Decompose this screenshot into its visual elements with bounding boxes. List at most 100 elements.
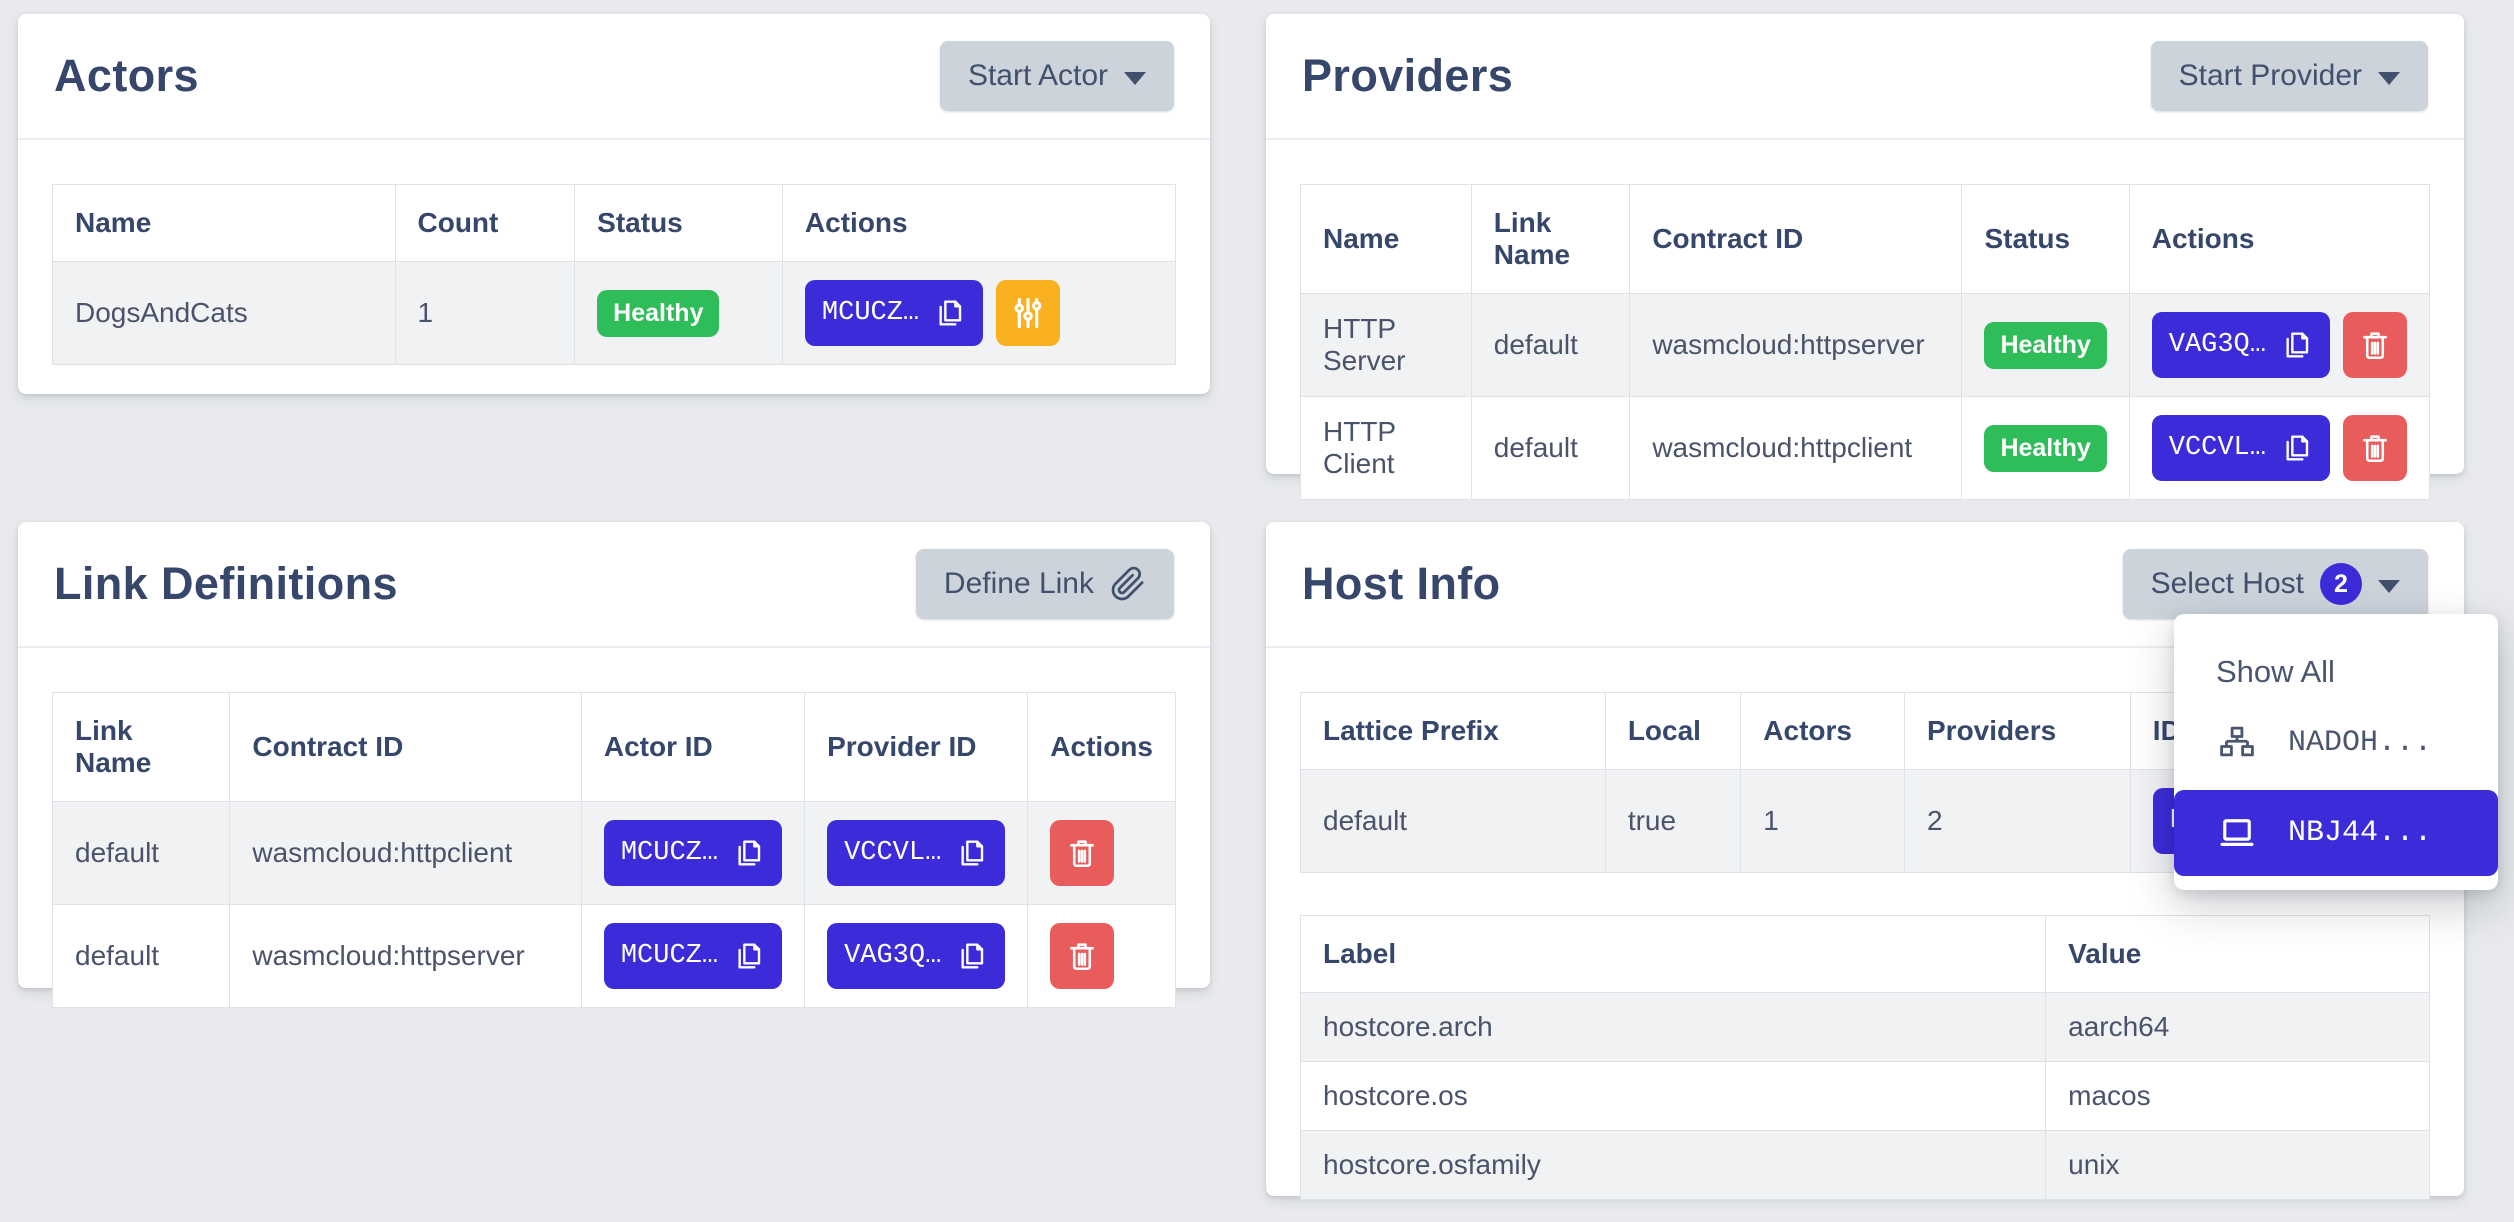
column-header: Link Name (53, 693, 230, 802)
actor-id-label: MCUCZ… (822, 298, 919, 328)
actors-table: Name Count Status Actions DogsAndCats 1 … (52, 184, 1176, 365)
actor-id-label: MCUCZ… (621, 941, 718, 971)
actors-title: Actors (54, 50, 199, 102)
actor-scale-button[interactable] (996, 280, 1060, 346)
provider-id-copy-button[interactable]: VAG3Q… (2152, 312, 2330, 378)
linkdef-linkname-cell: default (53, 905, 230, 1008)
table-row: hostcore.osfamily unix (1301, 1131, 2430, 1200)
providers-card-header: Providers Start Provider (1266, 14, 2464, 140)
provider-id-copy-button[interactable]: VAG3Q… (827, 923, 1005, 989)
column-header: Provider ID (805, 693, 1028, 802)
column-header: Name (1301, 185, 1472, 294)
start-actor-button[interactable]: Start Actor (940, 41, 1174, 111)
table-row: hostcore.os macos (1301, 1062, 2430, 1131)
provider-actions-cell: VAG3Q… (2129, 294, 2429, 397)
linkdef-delete-button[interactable] (1050, 923, 1114, 989)
chevron-down-icon (1124, 72, 1146, 85)
paperclip-icon (1110, 566, 1146, 602)
provider-actions-cell: VCCVL… (2129, 397, 2429, 500)
linkdef-delete-button[interactable] (1050, 820, 1114, 886)
link-definitions-card: Link Definitions Define Link Link Name C… (18, 522, 1210, 988)
start-provider-button[interactable]: Start Provider (2151, 41, 2428, 111)
provider-id-label: VAG3Q… (2169, 330, 2266, 360)
table-row: hostcore.arch aarch64 (1301, 993, 2430, 1062)
provider-id-copy-button[interactable]: VCCVL… (2152, 415, 2330, 481)
linkdef-actor-cell: MCUCZ… (581, 905, 804, 1008)
provider-id-label: VCCVL… (2169, 433, 2266, 463)
host-labels-table: Label Value hostcore.arch aarch64 hostco… (1300, 915, 2430, 1200)
provider-delete-button[interactable] (2343, 415, 2407, 481)
chevron-down-icon (2378, 580, 2400, 593)
host-local-cell: true (1605, 770, 1740, 873)
dropdown-item-host-nbj44[interactable]: NBJ44... (2174, 790, 2498, 876)
provider-status-cell: Healthy (1962, 397, 2129, 500)
value-cell: unix (2046, 1131, 2430, 1200)
provider-name-cell: HTTP Client (1301, 397, 1472, 500)
dropdown-item-show-all[interactable]: Show All (2174, 638, 2498, 706)
providers-card: Providers Start Provider Name Link Name … (1266, 14, 2464, 474)
linkdef-actor-cell: MCUCZ… (581, 802, 804, 905)
actor-id-copy-button[interactable]: MCUCZ… (604, 820, 782, 886)
define-link-button[interactable]: Define Link (916, 549, 1174, 619)
value-cell: aarch64 (2046, 993, 2430, 1062)
table-row: default wasmcloud:httpclient MCUCZ… (53, 802, 1176, 905)
linkdef-contract-cell: wasmcloud:httpclient (230, 802, 581, 905)
actor-id-copy-button[interactable]: MCUCZ… (604, 923, 782, 989)
actors-card-body: Name Count Status Actions DogsAndCats 1 … (18, 140, 1210, 399)
table-row: HTTP Client default wasmcloud:httpclient… (1301, 397, 2430, 500)
link-definitions-table: Link Name Contract ID Actor ID Provider … (52, 692, 1176, 1008)
column-header: Actions (2129, 185, 2429, 294)
actor-status-cell: Healthy (575, 262, 783, 365)
washboard-page: Actors Start Actor Name Count Status Act… (0, 0, 2514, 1222)
actor-count-cell: 1 (395, 262, 575, 365)
network-icon (2216, 722, 2258, 764)
column-header: Lattice Prefix (1301, 693, 1606, 770)
trash-icon (2358, 431, 2392, 465)
trash-icon (2358, 328, 2392, 362)
table-row: default wasmcloud:httpserver MCUCZ… (53, 905, 1176, 1008)
status-badge: Healthy (1984, 425, 2106, 472)
provider-contract-cell: wasmcloud:httpserver (1630, 294, 1962, 397)
start-provider-label: Start Provider (2179, 59, 2362, 93)
label-cell: hostcore.os (1301, 1062, 2046, 1131)
provider-id-label: VAG3Q… (844, 941, 941, 971)
define-link-label: Define Link (944, 567, 1094, 601)
column-header: Actor ID (581, 693, 804, 802)
actor-id-copy-button[interactable]: MCUCZ… (805, 280, 983, 346)
actor-actions-cell: MCUCZ… (782, 262, 1175, 365)
laptop-icon (2216, 812, 2258, 854)
linkdef-provider-cell: VAG3Q… (805, 905, 1028, 1008)
providers-table: Name Link Name Contract ID Status Action… (1300, 184, 2430, 500)
provider-contract-cell: wasmcloud:httpclient (1630, 397, 1962, 500)
value-cell: macos (2046, 1062, 2430, 1131)
copy-icon (2281, 432, 2313, 464)
provider-id-copy-button[interactable]: VCCVL… (827, 820, 1005, 886)
provider-linkname-cell: default (1471, 294, 1630, 397)
select-host-dropdown-menu: Show All NADOH... (2174, 614, 2498, 890)
provider-delete-button[interactable] (2343, 312, 2407, 378)
column-header: Contract ID (230, 693, 581, 802)
host-id-label: NADOH... (2288, 726, 2432, 760)
copy-icon (2281, 329, 2313, 361)
copy-icon (733, 837, 765, 869)
provider-status-cell: Healthy (1962, 294, 2129, 397)
table-row: DogsAndCats 1 Healthy MCUCZ… (53, 262, 1176, 365)
start-actor-label: Start Actor (968, 59, 1108, 93)
column-header: Link Name (1471, 185, 1630, 294)
host-count-badge: 2 (2320, 563, 2362, 605)
dropdown-item-host-nadoh[interactable]: NADOH... (2174, 706, 2498, 780)
provider-linkname-cell: default (1471, 397, 1630, 500)
select-host-button[interactable]: Select Host 2 (2123, 549, 2428, 619)
copy-icon (934, 297, 966, 329)
linkdef-provider-cell: VCCVL… (805, 802, 1028, 905)
chevron-down-icon (2378, 72, 2400, 85)
select-host-label: Select Host (2151, 567, 2304, 601)
label-cell: hostcore.osfamily (1301, 1131, 2046, 1200)
providers-card-body: Name Link Name Contract ID Status Action… (1266, 140, 2464, 534)
trash-icon (1065, 836, 1099, 870)
column-header: Count (395, 185, 575, 262)
column-header: Actions (782, 185, 1175, 262)
link-definitions-card-header: Link Definitions Define Link (18, 522, 1210, 648)
link-definitions-title: Link Definitions (54, 558, 398, 610)
column-header: Value (2046, 916, 2430, 993)
